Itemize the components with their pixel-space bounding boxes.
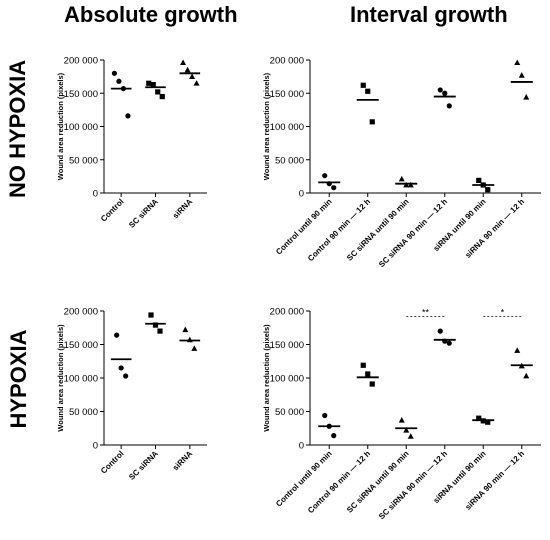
y-axis-label: Wound area reduction (pixels) bbox=[262, 324, 271, 432]
data-point bbox=[123, 373, 129, 379]
data-point bbox=[159, 93, 165, 100]
data-point bbox=[157, 328, 163, 334]
y-tick-label: 50 000 bbox=[69, 407, 98, 418]
y-tick-label: 200 000 bbox=[270, 56, 304, 67]
x-tick-label: Control bbox=[99, 197, 125, 223]
data-point bbox=[514, 347, 521, 353]
data-point bbox=[369, 119, 375, 125]
data-point bbox=[446, 340, 452, 346]
data-point bbox=[485, 187, 491, 193]
data-point bbox=[111, 70, 118, 76]
y-tick-label: 200 000 bbox=[64, 56, 98, 67]
x-tick-label: Control 90 min — 12 h bbox=[306, 449, 372, 515]
data-point bbox=[114, 332, 120, 338]
y-tick-label: 150 000 bbox=[64, 340, 98, 351]
data-point bbox=[118, 365, 124, 371]
y-tick-label: 150 000 bbox=[270, 340, 304, 351]
data-point bbox=[331, 433, 337, 439]
data-point bbox=[485, 419, 491, 425]
data-point bbox=[184, 66, 191, 73]
y-tick-label: 0 bbox=[299, 441, 304, 452]
y-axis-label: Wound area reduction (pixels) bbox=[262, 72, 271, 180]
data-point bbox=[182, 326, 189, 333]
chart-panel-no-hypoxia-absolute: 0 50 000 100 000 150 000 200 000 Wound area r… bbox=[56, 56, 207, 230]
data-point bbox=[476, 177, 482, 183]
x-tick-label: siRNA bbox=[171, 197, 194, 220]
x-tick-label: Control bbox=[99, 449, 125, 475]
data-point bbox=[365, 88, 371, 94]
data-point bbox=[360, 82, 366, 88]
data-point bbox=[146, 80, 152, 86]
data-point bbox=[189, 73, 196, 80]
chart-panel-hypoxia-absolute: 0 50 000 100 000 150 000 200 000 Wound area r… bbox=[56, 307, 207, 482]
data-point bbox=[365, 371, 371, 377]
data-point bbox=[437, 87, 443, 93]
data-point bbox=[322, 412, 328, 419]
y-axis-label: Wound area reduction (pixels) bbox=[56, 324, 65, 432]
data-point bbox=[155, 89, 161, 95]
data-point bbox=[437, 328, 443, 334]
y-axis-label: Wound area reduction (pixels) bbox=[56, 72, 65, 180]
y-tick-label: 200 000 bbox=[270, 307, 304, 318]
x-tick-label: Control 90 min — 12 h bbox=[306, 197, 372, 263]
y-tick-label: 0 bbox=[93, 441, 98, 452]
data-point bbox=[476, 415, 482, 421]
data-point bbox=[360, 362, 366, 368]
data-point bbox=[150, 82, 156, 88]
y-tick-label: 100 000 bbox=[270, 122, 304, 133]
x-tick-label: SC siRNA 90 min — 12 h bbox=[377, 449, 449, 521]
x-tick-label: SC siRNA bbox=[127, 449, 160, 482]
data-point bbox=[125, 113, 131, 119]
data-point bbox=[116, 78, 122, 84]
data-point bbox=[191, 345, 198, 351]
data-point bbox=[403, 427, 410, 433]
data-point bbox=[442, 90, 448, 96]
x-tick-label: SC siRNA bbox=[127, 197, 160, 230]
y-tick-label: 200 000 bbox=[64, 307, 98, 318]
x-tick-label: siRNA bbox=[171, 449, 194, 472]
data-point bbox=[446, 103, 452, 109]
y-tick-label: 0 bbox=[93, 189, 98, 200]
data-point bbox=[514, 59, 521, 66]
data-point bbox=[152, 322, 159, 328]
x-tick-label: SC siRNA 90 min — 12 h bbox=[377, 197, 449, 269]
y-tick-label: 50 000 bbox=[69, 155, 98, 166]
data-point bbox=[403, 181, 410, 188]
y-tick-label: 100 000 bbox=[64, 374, 98, 385]
data-point bbox=[523, 94, 530, 100]
column-title-absolute: Absolute growth bbox=[64, 2, 238, 27]
data-point bbox=[322, 173, 328, 179]
y-tick-label: 50 000 bbox=[275, 407, 304, 418]
data-point bbox=[193, 80, 200, 86]
significance-label: ** bbox=[422, 307, 430, 317]
data-point bbox=[407, 181, 414, 188]
data-point bbox=[523, 372, 530, 379]
data-point bbox=[407, 433, 414, 439]
data-point bbox=[148, 312, 154, 318]
y-tick-label: 100 000 bbox=[64, 122, 98, 133]
data-point bbox=[369, 381, 375, 387]
y-tick-label: 100 000 bbox=[270, 374, 304, 385]
y-tick-label: 0 bbox=[299, 189, 304, 200]
y-tick-label: 50 000 bbox=[275, 155, 304, 166]
data-point bbox=[398, 417, 405, 423]
data-point bbox=[518, 72, 525, 78]
column-title-interval: Interval growth bbox=[350, 2, 508, 27]
chart-panel-no-hypoxia-interval: 0 50 000 100 000 150 000 200 000 Wound area r… bbox=[262, 56, 541, 269]
y-tick-label: 150 000 bbox=[64, 89, 98, 100]
y-tick-label: 150 000 bbox=[270, 89, 304, 100]
chart-panel-hypoxia-interval: 0 50 000 100 000 150 000 200 000 Wound area r… bbox=[262, 307, 541, 521]
data-point bbox=[331, 185, 337, 191]
data-point bbox=[398, 175, 405, 182]
data-point bbox=[180, 59, 187, 66]
significance-label: * bbox=[501, 307, 505, 317]
